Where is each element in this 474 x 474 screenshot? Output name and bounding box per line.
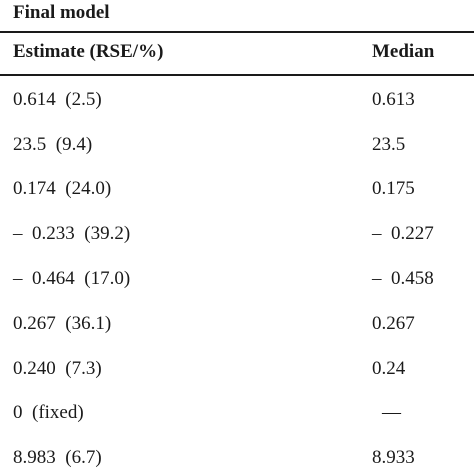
estimate-cell: 0.174 (24.0) xyxy=(13,178,112,199)
top-rule xyxy=(0,31,474,33)
table-row: 8.983 (6.7) 8.933 xyxy=(0,443,474,473)
header-rule xyxy=(0,74,474,76)
median-cell: 0.613 xyxy=(372,89,415,110)
estimate-cell: 0.240 (7.3) xyxy=(13,358,102,379)
median-cell: 8.933 xyxy=(372,447,415,468)
table-row: 0 (fixed) — xyxy=(0,398,474,428)
table-row: 23.5 (9.4) 23.5 xyxy=(0,130,474,160)
table-row: – 0.464 (17.0) – 0.458 xyxy=(0,264,474,294)
header-estimate: Estimate (RSE/%) xyxy=(13,41,164,62)
estimate-cell: – 0.233 (39.2) xyxy=(13,223,131,244)
estimate-cell: 8.983 (6.7) xyxy=(13,447,102,468)
estimate-cell: 0.614 (2.5) xyxy=(13,89,102,110)
median-cell: – 0.458 xyxy=(372,268,434,289)
table-row: 0.174 (24.0) 0.175 xyxy=(0,174,474,204)
estimate-cell: 0 (fixed) xyxy=(13,402,84,423)
median-cell: 0.175 xyxy=(372,178,415,199)
table-row: 0.267 (36.1) 0.267 xyxy=(0,309,474,339)
estimate-cell: 0.267 (36.1) xyxy=(13,313,112,334)
median-cell: 0.267 xyxy=(372,313,415,334)
table-row: 0.614 (2.5) 0.613 xyxy=(0,85,474,115)
header-median: Median xyxy=(372,41,435,62)
table-row: – 0.233 (39.2) – 0.227 xyxy=(0,219,474,249)
median-cell: — xyxy=(382,402,401,423)
table-row: 0.240 (7.3) 0.24 xyxy=(0,354,474,384)
median-cell: 0.24 xyxy=(372,358,406,379)
median-cell: – 0.227 xyxy=(372,223,434,244)
estimate-cell: – 0.464 (17.0) xyxy=(13,268,131,289)
median-cell: 23.5 xyxy=(372,134,406,155)
table-title: Final model xyxy=(13,2,110,23)
estimate-cell: 23.5 (9.4) xyxy=(13,134,93,155)
